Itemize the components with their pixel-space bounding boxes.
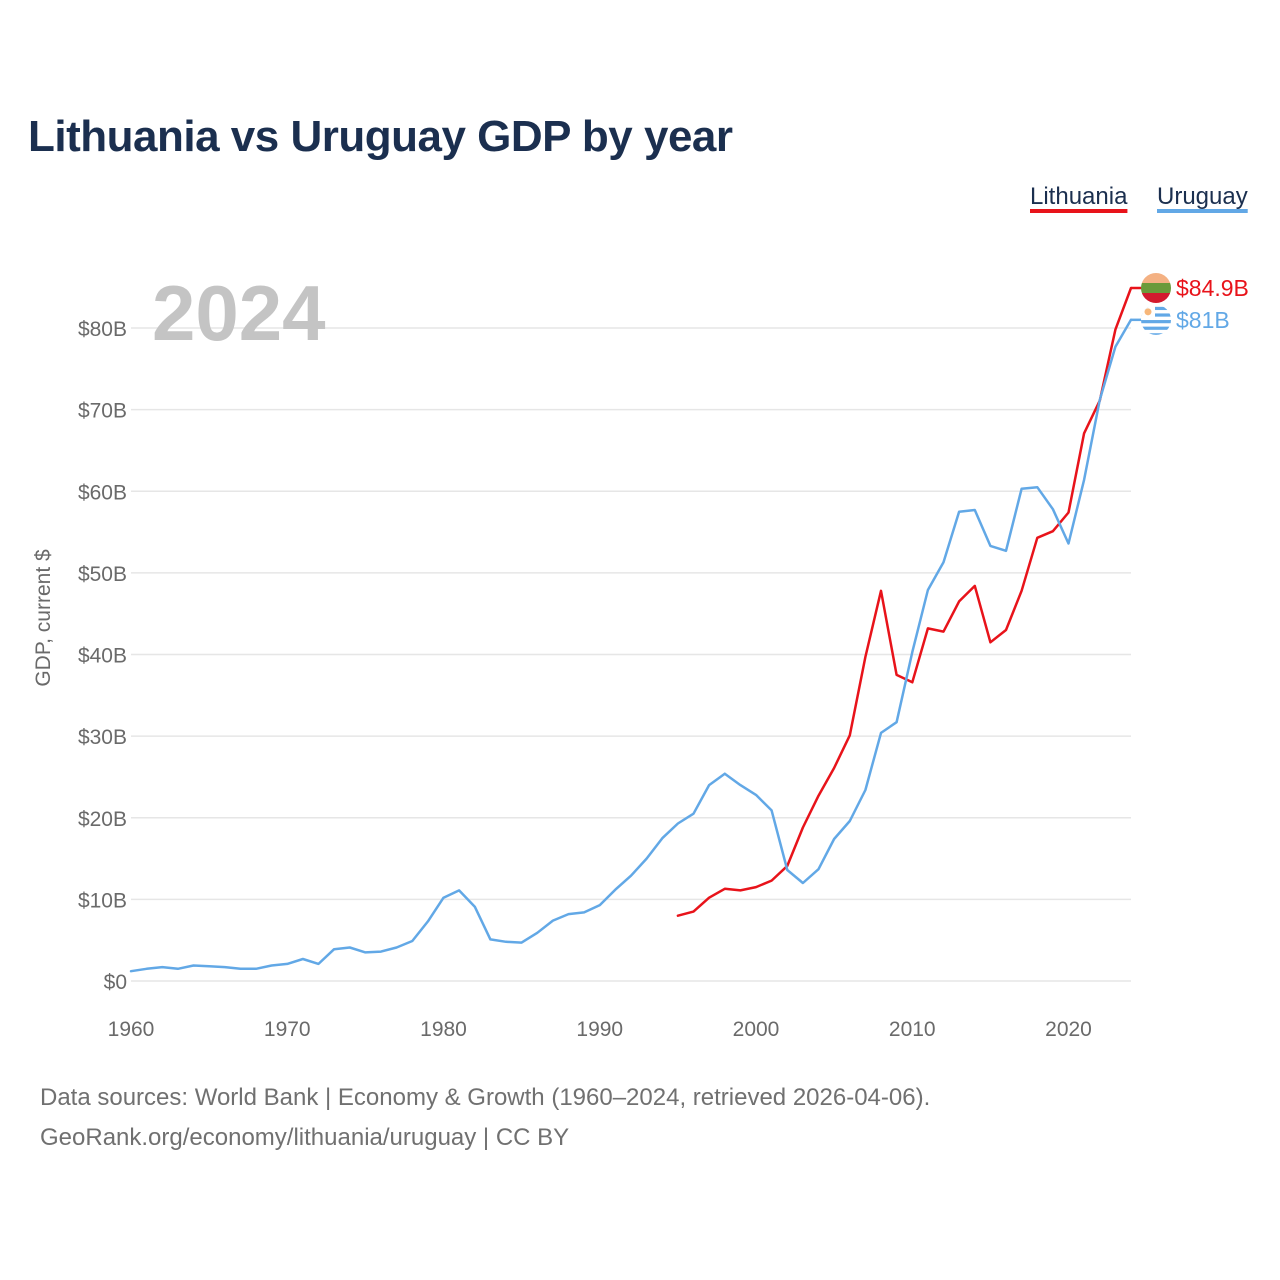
chart-title: Lithuania vs Uruguay GDP by year bbox=[28, 112, 733, 161]
x-tick-label: 1970 bbox=[264, 1018, 311, 1041]
x-tick-label: 1990 bbox=[576, 1018, 623, 1041]
series-line-uruguay bbox=[129, 318, 1133, 973]
legend-label: Uruguay bbox=[1157, 183, 1248, 210]
end-value-label-lithuania: $84.9B bbox=[1176, 275, 1249, 301]
y-axis-label: GDP, current $ bbox=[32, 549, 55, 687]
legend-swatch bbox=[1030, 209, 1128, 213]
x-tick-label: 2000 bbox=[733, 1018, 780, 1041]
y-tick-label: $50B bbox=[78, 563, 127, 586]
y-tick-label: $70B bbox=[78, 400, 127, 423]
end-value-label-uruguay: $81B bbox=[1176, 307, 1230, 333]
x-tick-label: 1960 bbox=[108, 1018, 155, 1041]
footer-sources: Data sources: World Bank | Economy & Gro… bbox=[40, 1084, 931, 1111]
y-tick-label: $20B bbox=[78, 808, 127, 831]
legend: Lithuania Uruguay bbox=[1030, 183, 1248, 213]
x-axis-ticks: 1960 1970 1980 1990 2000 2010 2020 bbox=[108, 1018, 1092, 1041]
y-tick-label: $40B bbox=[78, 645, 127, 668]
y-axis-ticks: $0 $10B $20B $30B $40B $50B $60B $70B $80B bbox=[78, 318, 127, 994]
series-line-lithuania bbox=[676, 286, 1133, 917]
y-tick-label: $30B bbox=[78, 726, 127, 749]
y-tick-label: $0 bbox=[104, 971, 127, 994]
year-label: 2024 bbox=[152, 269, 326, 357]
grid-lines bbox=[131, 327, 1131, 982]
x-tick-label: 1980 bbox=[420, 1018, 467, 1041]
y-tick-label: $60B bbox=[78, 481, 127, 504]
y-tick-label: $80B bbox=[78, 318, 127, 341]
x-tick-label: 2020 bbox=[1045, 1018, 1092, 1041]
legend-item-lithuania[interactable]: Lithuania bbox=[1030, 183, 1128, 213]
series-lines bbox=[129, 286, 1133, 973]
legend-label: Lithuania bbox=[1030, 183, 1128, 210]
end-labels: $84.9B $81B bbox=[1131, 273, 1249, 335]
lithuania-flag-icon bbox=[1141, 273, 1171, 304]
footer-attribution[interactable]: GeoRank.org/economy/lithuania/uruguay | … bbox=[40, 1124, 570, 1151]
legend-swatch bbox=[1157, 209, 1248, 213]
x-tick-label: 2010 bbox=[889, 1018, 936, 1041]
uruguay-flag-icon bbox=[1141, 304, 1171, 335]
y-tick-label: $10B bbox=[78, 889, 127, 912]
legend-item-uruguay[interactable]: Uruguay bbox=[1157, 183, 1248, 213]
